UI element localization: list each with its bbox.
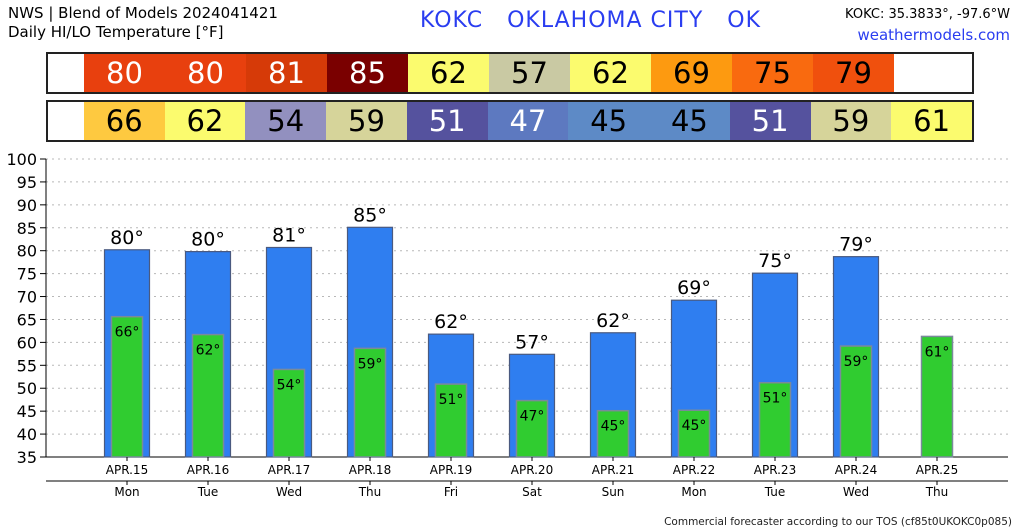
y-tick-label: 55	[17, 356, 37, 375]
low-data-label: 45°	[682, 418, 707, 434]
x-tick-label: APR.17	[268, 463, 310, 477]
x-tick-label: APR.25	[916, 463, 958, 477]
high-data-label: 80°	[191, 229, 225, 251]
high-data-label: 69°	[677, 277, 711, 299]
high-data-label: 79°	[839, 234, 873, 256]
weekday-label: Fri	[444, 485, 458, 499]
weekday-label: Wed	[276, 485, 302, 499]
chart-subtitle: Daily HI/LO Temperature [°F]	[8, 23, 224, 41]
x-tick-label: APR.16	[187, 463, 229, 477]
y-tick-label: 80	[17, 242, 37, 261]
high-data-label: 62°	[596, 310, 630, 332]
low-bar	[920, 335, 954, 458]
high-data-label: 62°	[434, 311, 468, 333]
low-temp-cell: 51	[729, 102, 811, 140]
footer-note: Commercial forecaster according to our T…	[664, 516, 1012, 528]
low-bar	[434, 383, 468, 458]
x-tick-label: APR.21	[592, 463, 634, 477]
low-data-label: 47°	[520, 409, 545, 425]
high-temp-cell: 85	[327, 54, 408, 92]
weekday-label: Sun	[602, 485, 625, 499]
low-data-label: 62°	[196, 343, 221, 359]
x-tick-label: APR.20	[511, 463, 553, 477]
low-bar	[839, 345, 873, 458]
x-tick-label: APR.22	[673, 463, 715, 477]
y-tick-label: 90	[17, 196, 37, 215]
temperature-chart: 35 40 45 50 55 60 65 70 75 80 85 90 95 100 80° 80° 81° 85…	[6, 150, 1008, 499]
x-tick-label: APR.15	[106, 463, 148, 477]
weekday-label: Mon	[681, 485, 706, 499]
y-tick-label: 95	[17, 173, 37, 192]
high-data-label: 80°	[110, 227, 144, 249]
low-data-label: 51°	[763, 391, 788, 407]
high-temp-cell: 62	[570, 54, 651, 92]
x-tick-label: APR.23	[754, 463, 796, 477]
y-tick-label: 50	[17, 379, 37, 398]
low-data-label: 51°	[439, 392, 464, 408]
y-tick-label: 70	[17, 288, 37, 307]
y-tick-label: 35	[17, 448, 37, 467]
high-temp-cell: 75	[732, 54, 813, 92]
weekday-label: Thu	[925, 485, 949, 499]
low-bar	[110, 315, 144, 458]
low-data-label: 66°	[115, 325, 140, 341]
low-bar	[191, 333, 225, 458]
low-temp-cell: 45	[649, 102, 730, 140]
low-temp-strip: 66 62 54 59 51 47 45 45 51 59 61	[46, 100, 974, 142]
site-link[interactable]: weathermodels.com	[857, 26, 1010, 44]
x-tick-label: APR.18	[349, 463, 391, 477]
low-temp-cell: 59	[810, 102, 892, 140]
weekday-label: Tue	[764, 485, 786, 499]
weekday-label: Sat	[522, 485, 542, 499]
header-right: KOKC: 35.3833°, -97.6°W weathermodels.co…	[845, 5, 1010, 45]
source-line: NWS | Blend of Models 2024041421	[8, 4, 278, 22]
low-bar	[353, 347, 387, 458]
high-temp-strip: 80 80 81 85 62 57 62 69 75 79	[46, 52, 974, 94]
y-tick-label: 85	[17, 219, 37, 238]
weekday-label: Thu	[358, 485, 382, 499]
low-bar	[758, 381, 792, 458]
y-tick-label: 40	[17, 425, 37, 444]
high-data-label: 85°	[353, 204, 387, 226]
low-data-label: 54°	[277, 377, 302, 393]
weekday-label: Mon	[114, 485, 139, 499]
low-bar	[272, 368, 306, 458]
y-tick-label: 100	[6, 150, 37, 169]
high-temp-cell: 57	[489, 54, 570, 92]
low-temp-cell: 62	[164, 102, 246, 140]
x-tick-label: APR.24	[835, 463, 877, 477]
low-temp-cell: 54	[245, 102, 327, 140]
y-tick-label: 45	[17, 402, 37, 421]
high-data-label: 81°	[272, 224, 306, 246]
low-bar	[677, 409, 711, 458]
low-temp-cell: 61	[891, 102, 972, 140]
high-temp-cell: 79	[813, 54, 894, 92]
low-data-label: 45°	[601, 419, 626, 435]
high-temp-cell: 80	[165, 54, 246, 92]
high-temp-cell: 81	[246, 54, 327, 92]
low-temp-cell: 59	[326, 102, 407, 140]
weekday-label: Wed	[843, 485, 869, 499]
low-temp-cell: 51	[406, 102, 488, 140]
y-tick-label: 60	[17, 333, 37, 352]
low-temp-cell: 45	[568, 102, 650, 140]
weekday-label: Tue	[197, 485, 219, 499]
high-temp-cell: 80	[84, 54, 165, 92]
y-tick-label: 75	[17, 265, 37, 284]
high-temp-cell: 62	[408, 54, 489, 92]
low-data-label: 59°	[358, 356, 383, 372]
low-data-label: 61°	[925, 344, 950, 360]
low-data-label: 59°	[844, 354, 869, 370]
high-temp-cell: 69	[651, 54, 732, 92]
low-temp-cell: 66	[83, 102, 165, 140]
header-left: NWS | Blend of Models 2024041421 Daily H…	[8, 4, 278, 42]
low-temp-cell: 47	[487, 102, 569, 140]
station-coords: KOKC: 35.3833°, -97.6°W	[845, 7, 1010, 22]
high-data-label: 57°	[515, 331, 549, 353]
x-tick-label: APR.19	[430, 463, 472, 477]
high-data-label: 75°	[758, 250, 792, 272]
station-title: KOKC OKLAHOMA CITY OK	[420, 8, 761, 33]
y-tick-label: 65	[17, 310, 37, 329]
